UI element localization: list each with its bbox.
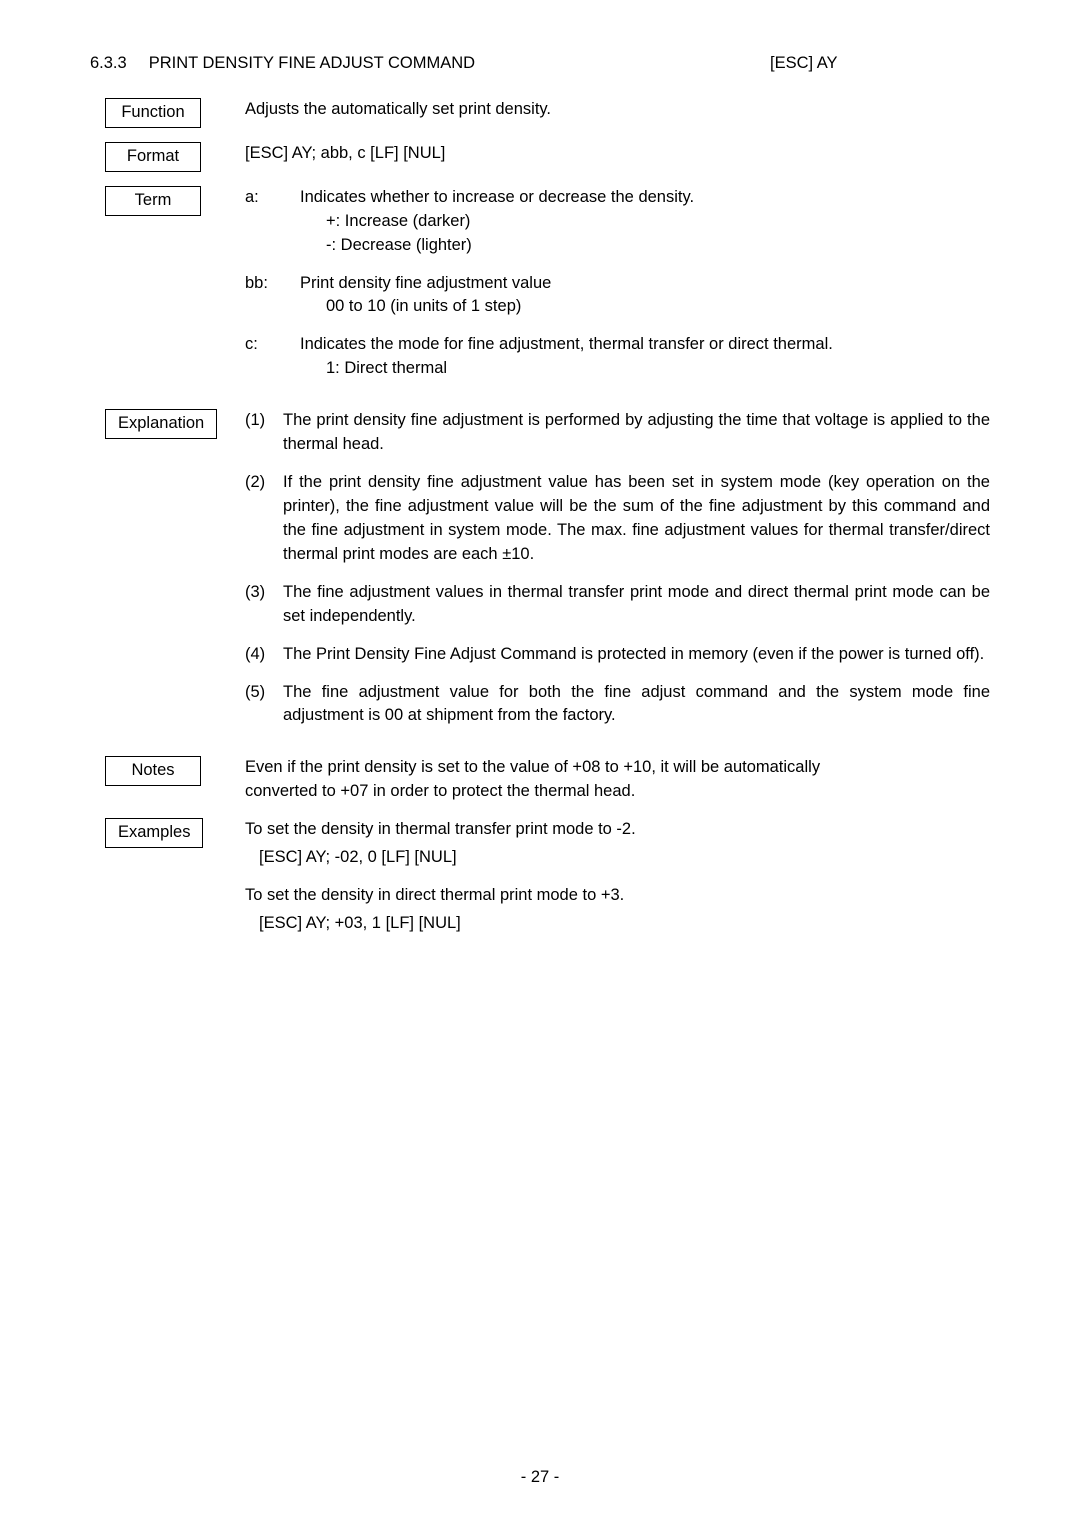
examples-code2: [ESC] AY; +03, 1 [LF] [NUL]	[245, 912, 990, 936]
format-row: Format [ESC] AY; abb, c [LF] [NUL]	[90, 142, 990, 172]
explanation-text: If the print density fine adjustment val…	[283, 471, 990, 567]
section-title: PRINT DENSITY FINE ADJUST COMMAND	[127, 52, 750, 76]
examples-code1: [ESC] AY; -02, 0 [LF] [NUL]	[245, 846, 990, 870]
term-bb-line1: Print density fine adjustment value	[300, 272, 990, 296]
explanation-label: Explanation	[105, 409, 217, 439]
term-a-line3: -: Decrease (lighter)	[300, 234, 990, 258]
format-text: [ESC] AY; abb, c [LF] [NUL]	[235, 142, 990, 166]
term-a-key: a:	[245, 186, 300, 258]
explanation-num: (5)	[245, 681, 283, 729]
term-row: Term a: Indicates whether to increase or…	[90, 186, 990, 395]
section-header: 6.3.3 PRINT DENSITY FINE ADJUST COMMAND …	[90, 52, 990, 76]
explanation-item: (3) The fine adjustment values in therma…	[245, 581, 990, 629]
term-a-line1: Indicates whether to increase or decreas…	[300, 186, 990, 210]
explanation-text: The print density fine adjustment is per…	[283, 409, 990, 457]
explanation-num: (3)	[245, 581, 283, 629]
examples-row: Examples To set the density in thermal t…	[90, 818, 990, 950]
explanation-num: (2)	[245, 471, 283, 567]
term-bb-key: bb:	[245, 272, 300, 320]
explanation-num: (1)	[245, 409, 283, 457]
examples-label: Examples	[105, 818, 203, 848]
notes-label: Notes	[105, 756, 201, 786]
explanation-item: (2) If the print density fine adjustment…	[245, 471, 990, 567]
examples-line2: To set the density in direct thermal pri…	[245, 884, 990, 908]
explanation-num: (4)	[245, 643, 283, 667]
explanation-row: Explanation (1) The print density fine a…	[90, 409, 990, 742]
term-bb-line2: 00 to 10 (in units of 1 step)	[300, 295, 990, 319]
function-label: Function	[105, 98, 201, 128]
notes-text1: Even if the print density is set to the …	[245, 756, 990, 780]
term-c-line2: 1: Direct thermal	[300, 357, 990, 381]
section-code: [ESC] AY	[750, 52, 990, 76]
notes-row: Notes Even if the print density is set t…	[90, 756, 990, 804]
term-a-line2: +: Increase (darker)	[300, 210, 990, 234]
explanation-item: (4) The Print Density Fine Adjust Comman…	[245, 643, 990, 667]
explanation-text: The Print Density Fine Adjust Command is…	[283, 643, 990, 667]
notes-text2: converted to +07 in order to protect the…	[245, 780, 990, 804]
explanation-text: The fine adjustment values in thermal tr…	[283, 581, 990, 629]
term-label: Term	[105, 186, 201, 216]
function-text: Adjusts the automatically set print dens…	[235, 98, 990, 122]
explanation-item: (5) The fine adjustment value for both t…	[245, 681, 990, 729]
examples-line1: To set the density in thermal transfer p…	[245, 818, 990, 842]
explanation-item: (1) The print density fine adjustment is…	[245, 409, 990, 457]
term-c-key: c:	[245, 333, 300, 381]
function-row: Function Adjusts the automatically set p…	[90, 98, 990, 128]
term-c-line1: Indicates the mode for fine adjustment, …	[300, 333, 990, 357]
explanation-text: The fine adjustment value for both the f…	[283, 681, 990, 729]
format-label: Format	[105, 142, 201, 172]
page-number: - 27 -	[0, 1466, 1080, 1490]
section-number: 6.3.3	[90, 52, 127, 76]
